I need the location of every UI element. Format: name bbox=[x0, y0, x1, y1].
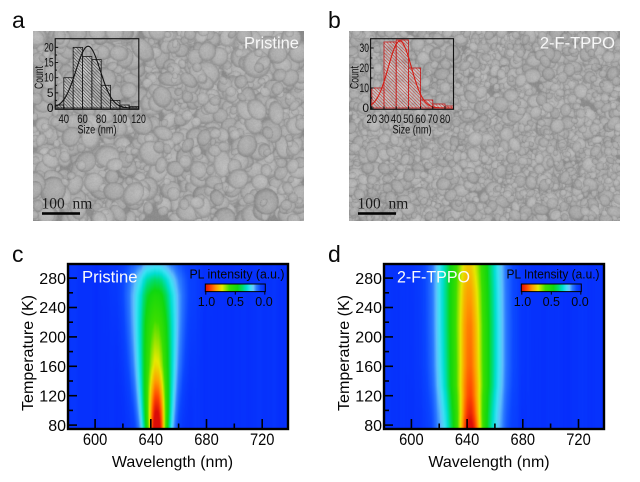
svg-text:240: 240 bbox=[39, 300, 66, 317]
svg-text:1.0: 1.0 bbox=[198, 295, 215, 309]
svg-text:PL intensity (a.u.): PL intensity (a.u.) bbox=[190, 268, 285, 282]
svg-text:Size (nm): Size (nm) bbox=[393, 123, 432, 137]
svg-text:0.5: 0.5 bbox=[543, 295, 560, 309]
svg-text:PL Intensity (a.u.): PL Intensity (a.u.) bbox=[507, 268, 600, 282]
svg-text:0.0: 0.0 bbox=[255, 295, 272, 309]
svg-text:160: 160 bbox=[355, 359, 382, 376]
svg-text:280: 280 bbox=[39, 271, 66, 288]
svg-text:200: 200 bbox=[355, 330, 382, 347]
svg-text:720: 720 bbox=[250, 430, 275, 449]
svg-text:50: 50 bbox=[403, 112, 414, 126]
svg-text:70: 70 bbox=[428, 112, 439, 126]
svg-text:120: 120 bbox=[39, 388, 66, 405]
svg-text:Temperature (K): Temperature (K) bbox=[336, 295, 353, 411]
svg-text:680: 680 bbox=[511, 430, 536, 449]
svg-text:100 nm: 100 nm bbox=[42, 196, 93, 213]
svg-text:80: 80 bbox=[364, 418, 382, 435]
svg-text:20: 20 bbox=[367, 112, 378, 126]
svg-text:20: 20 bbox=[360, 61, 370, 75]
svg-text:2-F-TPPO: 2-F-TPPO bbox=[397, 269, 470, 287]
svg-text:2-F-TPPO: 2-F-TPPO bbox=[540, 35, 615, 53]
svg-text:c: c bbox=[12, 241, 24, 267]
svg-text:30: 30 bbox=[379, 112, 390, 126]
svg-text:Size (nm): Size (nm) bbox=[78, 123, 117, 137]
svg-text:b: b bbox=[328, 7, 341, 33]
svg-text:680: 680 bbox=[194, 430, 219, 449]
svg-text:Pristine: Pristine bbox=[82, 269, 138, 287]
svg-text:60: 60 bbox=[77, 112, 88, 126]
svg-text:100 nm: 100 nm bbox=[358, 196, 409, 213]
svg-text:80: 80 bbox=[48, 418, 66, 435]
svg-text:280: 280 bbox=[355, 271, 382, 288]
svg-text:1.0: 1.0 bbox=[514, 295, 531, 309]
svg-text:40: 40 bbox=[391, 112, 402, 126]
svg-text:30: 30 bbox=[360, 41, 370, 55]
svg-text:240: 240 bbox=[355, 300, 382, 317]
svg-text:640: 640 bbox=[139, 430, 164, 449]
svg-text:600: 600 bbox=[399, 430, 424, 449]
svg-text:100: 100 bbox=[113, 112, 128, 126]
svg-text:0: 0 bbox=[362, 101, 369, 115]
svg-text:0.0: 0.0 bbox=[571, 295, 588, 309]
svg-text:Pristine: Pristine bbox=[244, 35, 299, 53]
svg-text:120: 120 bbox=[355, 388, 382, 405]
svg-text:10: 10 bbox=[44, 71, 54, 85]
svg-text:5: 5 bbox=[47, 86, 54, 100]
svg-text:160: 160 bbox=[39, 359, 66, 376]
svg-text:640: 640 bbox=[455, 430, 480, 449]
svg-text:d: d bbox=[328, 241, 341, 267]
svg-text:200: 200 bbox=[39, 330, 66, 347]
svg-text:Count: Count bbox=[348, 66, 362, 89]
svg-text:60: 60 bbox=[415, 112, 426, 126]
svg-text:80: 80 bbox=[440, 112, 451, 126]
svg-text:Wavelength (nm): Wavelength (nm) bbox=[112, 454, 233, 471]
svg-text:a: a bbox=[12, 7, 25, 33]
svg-text:80: 80 bbox=[96, 112, 107, 126]
svg-text:40: 40 bbox=[59, 112, 70, 126]
svg-text:10: 10 bbox=[360, 81, 370, 95]
svg-text:0.5: 0.5 bbox=[227, 295, 244, 309]
svg-text:15: 15 bbox=[44, 56, 54, 70]
svg-text:720: 720 bbox=[566, 430, 591, 449]
svg-text:600: 600 bbox=[83, 430, 108, 449]
svg-text:20: 20 bbox=[44, 40, 54, 54]
svg-text:120: 120 bbox=[131, 112, 146, 126]
svg-text:Wavelength (nm): Wavelength (nm) bbox=[428, 454, 549, 471]
svg-text:0: 0 bbox=[47, 101, 54, 115]
svg-text:Temperature (K): Temperature (K) bbox=[20, 295, 37, 411]
svg-text:Count: Count bbox=[32, 66, 46, 89]
